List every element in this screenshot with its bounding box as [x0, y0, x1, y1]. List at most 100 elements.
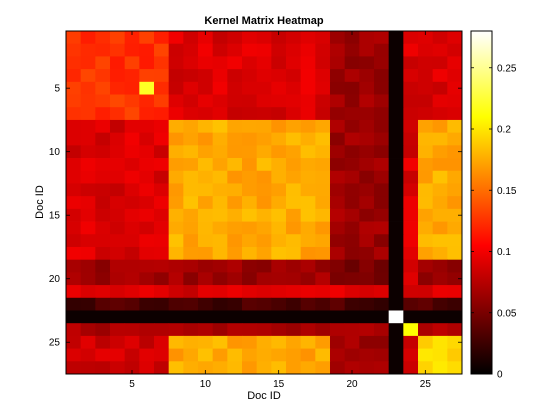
heatmap-cell-r27-c21 — [359, 361, 375, 375]
heatmap-cell-r6-c25 — [418, 94, 434, 108]
heatmap-cell-r16-c16 — [286, 221, 302, 235]
heatmap-cell-r22-c20 — [344, 297, 360, 311]
heatmap-cell-r14-c22 — [374, 196, 390, 210]
heatmap-cell-r3-c18 — [315, 56, 331, 70]
heatmap-cell-r6-c16 — [286, 94, 302, 108]
heatmap-cell-r19-c20 — [344, 259, 360, 273]
heatmap-cell-r23-c5 — [124, 310, 140, 324]
heatmap-cell-r26-c25 — [418, 348, 434, 362]
heatmap-cell-r18-c5 — [124, 246, 140, 261]
heatmap-cell-r22-c17 — [300, 297, 316, 311]
heatmap-cell-r10-c23 — [388, 145, 404, 159]
heatmap-cell-r26-c10 — [198, 348, 214, 362]
heatmap-cell-r1-c15 — [271, 31, 287, 45]
heatmap-cell-r24-c6 — [139, 323, 155, 337]
heatmap-cell-r5-c16 — [286, 81, 302, 95]
heatmap-cell-r4-c2 — [80, 69, 96, 83]
heatmap-cell-r27-c18 — [315, 361, 331, 375]
heatmap-cell-r4-c5 — [124, 69, 140, 83]
heatmap-cell-r21-c23 — [388, 285, 404, 299]
heatmap-cell-r2-c1 — [66, 43, 82, 57]
heatmap-cell-r2-c19 — [330, 43, 346, 57]
heatmap-cell-r17-c19 — [330, 234, 346, 248]
heatmap-cell-r20-c21 — [359, 272, 375, 286]
heatmap-cell-r15-c17 — [300, 208, 316, 222]
heatmap-cell-r17-c5 — [124, 234, 140, 248]
heatmap-cell-r6-c21 — [359, 94, 375, 108]
x-axis-label: Doc ID — [247, 390, 281, 402]
heatmap-cell-r25-c24 — [403, 335, 419, 349]
heatmap-cell-r6-c17 — [300, 94, 316, 108]
heatmap-cell-r12-c1 — [66, 170, 82, 184]
heatmap-cell-r4-c21 — [359, 69, 375, 83]
heatmap-cell-r8-c4 — [110, 119, 126, 134]
heatmap-cell-r18-c4 — [110, 246, 126, 261]
heatmap-cell-r27-c26 — [432, 361, 448, 375]
heatmap-cell-r9-c11 — [212, 132, 228, 146]
heatmap-cell-r9-c7 — [154, 132, 170, 146]
heatmap-cell-r11-c18 — [315, 158, 331, 172]
heatmap-cell-r2-c6 — [139, 43, 155, 57]
heatmap-cell-r11-c17 — [300, 158, 316, 172]
heatmap-cell-r15-c2 — [80, 208, 96, 222]
heatmap-cell-r20-c12 — [227, 272, 243, 286]
heatmap-cell-r4-c10 — [198, 69, 214, 83]
heatmap-cell-r11-c6 — [139, 158, 155, 172]
heatmap-cell-r3-c17 — [300, 56, 316, 70]
heatmap-cell-r6-c5 — [124, 94, 140, 108]
heatmap-cell-r15-c9 — [183, 208, 199, 222]
heatmap-cell-r22-c26 — [432, 297, 448, 311]
heatmap-cell-r27-c6 — [139, 361, 155, 375]
heatmap-cell-r26-c23 — [388, 348, 404, 362]
heatmap-cell-r26-c15 — [271, 348, 287, 362]
heatmap-cell-r13-c26 — [432, 183, 448, 197]
colorbar-tick-label: 0.15 — [497, 186, 517, 197]
heatmap-cell-r1-c2 — [80, 31, 96, 45]
heatmap-cell-r22-c4 — [110, 297, 126, 311]
heatmap-cell-r14-c23 — [388, 196, 404, 210]
heatmap-cell-r19-c6 — [139, 259, 155, 273]
heatmap-cell-r7-c6 — [139, 107, 155, 121]
heatmap-cell-r23-c3 — [95, 310, 111, 324]
heatmap-cell-r4-c4 — [110, 69, 126, 83]
heatmap-cell-r9-c8 — [168, 132, 184, 146]
heatmap-cell-r19-c17 — [300, 259, 316, 273]
heatmap-cell-r1-c20 — [344, 31, 360, 45]
heatmap-cell-r25-c5 — [124, 335, 140, 349]
heatmap-cell-r23-c19 — [330, 310, 346, 324]
heatmap-cell-r1-c3 — [95, 31, 111, 45]
heatmap-cell-r17-c23 — [388, 234, 404, 248]
heatmap-cell-r18-c22 — [374, 246, 390, 261]
heatmap-cell-r24-c7 — [154, 323, 170, 337]
heatmap-cell-r19-c26 — [432, 259, 448, 273]
heatmap-cell-r15-c15 — [271, 208, 287, 222]
heatmap-cell-r27-c1 — [66, 361, 82, 375]
heatmap-cell-r1-c12 — [227, 31, 243, 45]
colorbar-tick-label: 0.25 — [497, 63, 517, 74]
heatmap-cell-r19-c1 — [66, 259, 82, 273]
heatmap-cell-r7-c15 — [271, 107, 287, 121]
heatmap-cell-r3-c20 — [344, 56, 360, 70]
heatmap-cell-r18-c10 — [198, 246, 214, 261]
heatmap-cell-r7-c21 — [359, 107, 375, 121]
heatmap-cell-r22-c13 — [242, 297, 258, 311]
heatmap-cell-r18-c12 — [227, 246, 243, 261]
heatmap-cell-r4-c14 — [256, 69, 272, 83]
heatmap-cell-r10-c8 — [168, 145, 184, 159]
heatmap-cell-r3-c2 — [80, 56, 96, 70]
heatmap-cell-r12-c3 — [95, 170, 111, 184]
heatmap-cell-r27-c27 — [447, 361, 463, 375]
heatmap-cell-r21-c5 — [124, 285, 140, 299]
heatmap-cell-r21-c16 — [286, 285, 302, 299]
heatmap-cell-r10-c13 — [242, 145, 258, 159]
heatmap-cell-r7-c18 — [315, 107, 331, 121]
heatmap-cell-r13-c12 — [227, 183, 243, 197]
heatmap-cell-r15-c20 — [344, 208, 360, 222]
heatmap-cell-r25-c1 — [66, 335, 82, 349]
heatmap-cell-r8-c14 — [256, 119, 272, 134]
heatmap-cell-r2-c17 — [300, 43, 316, 57]
heatmap-cell-r13-c2 — [80, 183, 96, 197]
heatmap-cell-r10-c25 — [418, 145, 434, 159]
heatmap-cell-r27-c9 — [183, 361, 199, 375]
heatmap-cell-r15-c13 — [242, 208, 258, 222]
